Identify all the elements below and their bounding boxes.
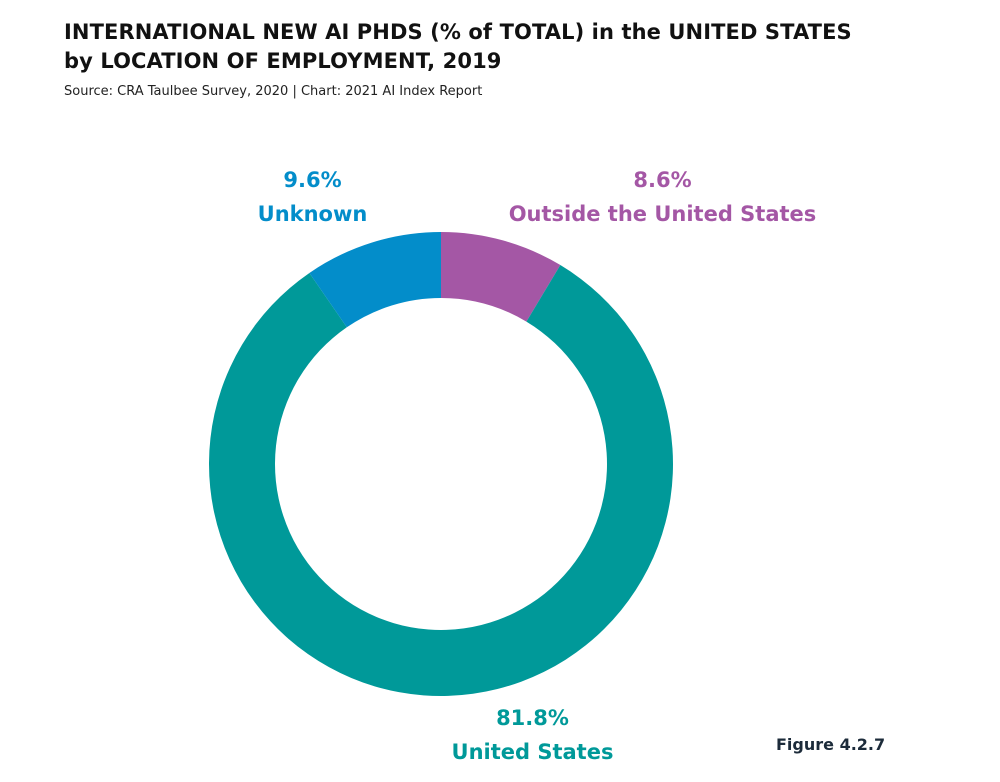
slice-label: United States xyxy=(451,740,614,764)
figure-label: Figure 4.2.7 xyxy=(776,735,886,754)
slice-united-states xyxy=(209,265,673,696)
label-outside-us: 8.6% Outside the United States xyxy=(490,163,835,231)
title-line-1: INTERNATIONAL NEW AI PHDS (% of TOTAL) i… xyxy=(64,20,852,44)
slice-label: Unknown xyxy=(257,202,368,226)
label-united-states: 81.8% United States xyxy=(420,701,645,769)
slice-label: Outside the United States xyxy=(508,202,817,226)
title-line-2: by LOCATION OF EMPLOYMENT, 2019 xyxy=(64,49,502,73)
value-label: 81.8% xyxy=(496,706,569,730)
value-label: 8.6% xyxy=(633,168,692,192)
chart-source: Source: CRA Taulbee Survey, 2020 | Chart… xyxy=(64,84,483,99)
slice-outside-the-united-states xyxy=(441,232,561,322)
slice-unknown xyxy=(309,232,441,328)
label-unknown: 9.6% Unknown xyxy=(230,163,395,231)
value-label: 9.6% xyxy=(283,168,342,192)
chart-title: INTERNATIONAL NEW AI PHDS (% of TOTAL) i… xyxy=(64,18,852,76)
